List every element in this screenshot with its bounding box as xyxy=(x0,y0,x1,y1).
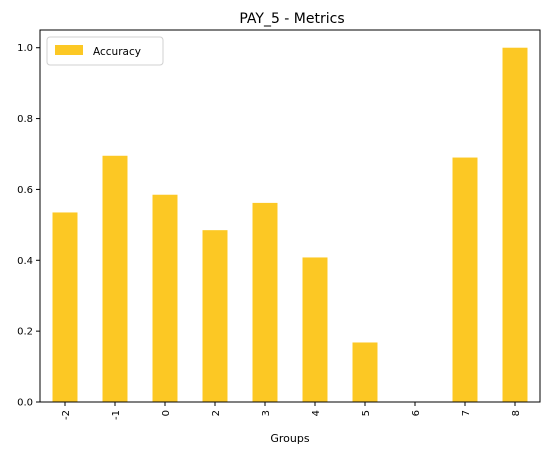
legend-label: Accuracy xyxy=(93,46,141,58)
legend-swatch xyxy=(55,45,83,55)
x-tick-label-0: 0 xyxy=(161,410,172,416)
legend-box xyxy=(46,36,164,66)
bar-3 xyxy=(252,202,278,402)
chart-title: PAY_5 - Metrics xyxy=(239,11,344,27)
bar--2 xyxy=(52,212,78,402)
bar--1 xyxy=(102,155,128,402)
x-tick-label-8: 8 xyxy=(511,410,522,416)
bar-0 xyxy=(152,194,178,402)
y-tick-label-0.2: 0.2 xyxy=(17,327,33,338)
bar-7 xyxy=(452,157,478,402)
bar-2 xyxy=(202,230,228,402)
x-tick-label-7: 7 xyxy=(461,410,472,416)
x-tick-label--1: -1 xyxy=(111,410,122,420)
y-tick-label-0.8: 0.8 xyxy=(17,114,33,125)
bar-5 xyxy=(352,342,378,402)
x-axis-label: Groups xyxy=(270,432,309,445)
legend: Accuracy xyxy=(46,36,164,66)
x-tick-label--2: -2 xyxy=(61,410,72,420)
y-tick-label-1.0: 1.0 xyxy=(17,43,33,54)
x-tick-label-3: 3 xyxy=(261,410,272,416)
y-tick-label-0.4: 0.4 xyxy=(17,256,33,267)
bars-group xyxy=(52,47,528,402)
plot-frame xyxy=(39,29,541,403)
x-tick-label-4: 4 xyxy=(311,410,322,416)
y-tick-label-0.6: 0.6 xyxy=(17,185,33,196)
y-tick-label-0.0: 0.0 xyxy=(17,398,33,409)
x-tick-label-6: 6 xyxy=(411,410,422,416)
bar-4 xyxy=(302,257,328,402)
x-axis: -2 -1 0 2 3 4 5 6 7 8 xyxy=(61,402,522,420)
x-tick-label-2: 2 xyxy=(211,410,222,416)
x-tick-label-5: 5 xyxy=(361,410,372,416)
y-axis: 0.0 0.2 0.4 0.6 0.8 1.0 xyxy=(17,43,40,409)
bar-8 xyxy=(502,47,528,402)
